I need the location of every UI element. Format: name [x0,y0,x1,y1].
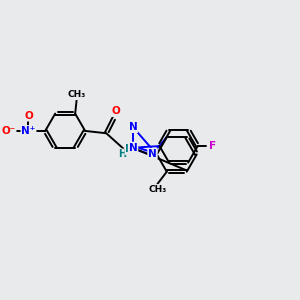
Text: N: N [129,142,137,152]
Text: N: N [148,149,157,159]
Text: O: O [24,111,33,121]
Text: O⁻: O⁻ [2,126,16,136]
Text: H: H [118,149,126,159]
Text: CH₃: CH₃ [68,90,86,99]
Text: F: F [209,141,216,151]
Text: CH₃: CH₃ [148,185,166,194]
Text: O: O [111,106,120,116]
Text: N: N [125,144,134,154]
Text: N⁺: N⁺ [21,126,36,136]
Text: N: N [129,122,137,132]
